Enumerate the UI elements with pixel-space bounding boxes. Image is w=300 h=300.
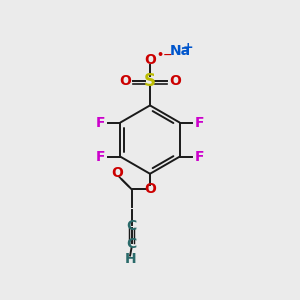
Text: O: O	[144, 53, 156, 67]
Text: F: F	[194, 150, 204, 164]
Text: F: F	[96, 116, 106, 130]
Text: H: H	[124, 252, 136, 266]
Text: O: O	[111, 167, 123, 181]
Text: C: C	[126, 219, 137, 233]
Text: F: F	[96, 150, 106, 164]
Text: C: C	[126, 237, 137, 251]
Text: O: O	[169, 74, 181, 88]
Text: O: O	[144, 182, 156, 196]
Text: +: +	[183, 41, 193, 54]
Text: F: F	[194, 116, 204, 130]
Text: O: O	[119, 74, 131, 88]
Text: S: S	[144, 72, 156, 90]
Text: Na: Na	[169, 44, 190, 58]
Text: •−: •−	[156, 50, 172, 60]
